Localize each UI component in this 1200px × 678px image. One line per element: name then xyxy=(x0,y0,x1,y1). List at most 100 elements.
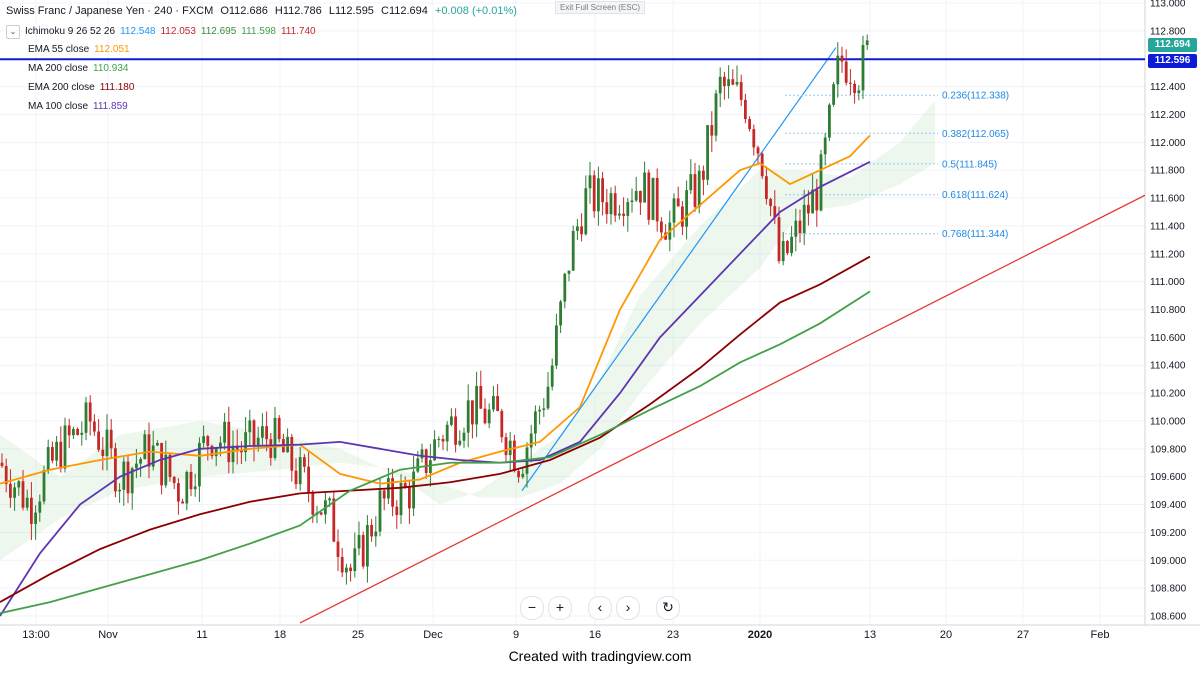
channel-trendline xyxy=(521,47,837,491)
candle-body xyxy=(38,501,42,513)
candle-body xyxy=(479,385,483,409)
candle-body xyxy=(807,204,810,214)
indicator-label: EMA 200 close xyxy=(28,82,95,93)
candle-body xyxy=(450,416,453,425)
candle-body xyxy=(445,424,449,442)
credit-text: Created with tradingview.com xyxy=(508,648,692,664)
indicator-label: MA 200 close xyxy=(28,63,89,74)
high-value: H112.786 xyxy=(274,5,322,17)
candle-body xyxy=(412,471,415,509)
candle-body xyxy=(202,436,205,443)
candle-body xyxy=(462,432,466,441)
scroll-right-icon[interactable]: › xyxy=(616,596,640,620)
ichimoku-cloud xyxy=(0,100,935,561)
close-value: C112.694 xyxy=(381,5,428,17)
zoom-out-icon[interactable]: − xyxy=(520,596,544,620)
candle-body xyxy=(366,524,369,567)
candle-body xyxy=(513,440,516,472)
candle-body xyxy=(832,84,835,105)
candle-body xyxy=(269,439,273,458)
y-tick-label: 109.200 xyxy=(1150,528,1187,539)
y-tick-label: 111.400 xyxy=(1150,221,1185,232)
candle-body xyxy=(168,454,172,477)
candle-body xyxy=(697,170,701,207)
zoom-in-icon[interactable]: + xyxy=(548,596,572,620)
candle-body xyxy=(9,483,12,498)
candle-body xyxy=(508,440,512,456)
candle-body xyxy=(811,189,814,214)
candle-body xyxy=(626,202,630,216)
candle-body xyxy=(660,221,663,233)
candle-body xyxy=(391,478,394,507)
candle-body xyxy=(340,556,344,573)
candle-body xyxy=(76,428,79,435)
candle-body xyxy=(261,426,264,438)
candle-body xyxy=(609,193,613,215)
candle-body xyxy=(538,409,541,412)
candle-body xyxy=(164,454,168,486)
indicator-value: 112.051 xyxy=(94,44,130,55)
candle-body xyxy=(177,483,180,502)
candle-body xyxy=(676,198,680,207)
candle-body xyxy=(550,365,554,387)
scroll-left-icon[interactable]: ‹ xyxy=(588,596,612,620)
indicator-legend-row[interactable]: EMA 200 close 111.180 xyxy=(28,82,134,93)
candle-body xyxy=(101,449,105,456)
exit-fullscreen-button[interactable]: Exit Full Screen (ESC) xyxy=(555,1,646,14)
indicator-value: 110.934 xyxy=(93,63,129,74)
candle-body xyxy=(546,386,550,409)
fib-level-label: 0.236(112.338) xyxy=(942,91,1009,102)
candle-body xyxy=(294,470,298,485)
candle-body xyxy=(244,432,247,453)
candle-body xyxy=(231,445,235,463)
indicator-legend-row[interactable]: EMA 55 close 112.051 xyxy=(28,44,130,55)
candle-body xyxy=(794,220,798,237)
candle-body xyxy=(42,470,46,502)
candle-body xyxy=(542,408,546,410)
candle-body xyxy=(706,125,709,180)
indicator-label: MA 100 close xyxy=(28,101,89,112)
candle-body xyxy=(139,459,142,464)
candle-body xyxy=(731,79,735,85)
candle-body xyxy=(67,425,71,436)
y-tick-label: 110.800 xyxy=(1150,305,1186,316)
reset-icon[interactable]: ↻ xyxy=(656,596,680,620)
x-tick-label: 13:00 xyxy=(22,629,50,641)
y-tick-label: 112.400 xyxy=(1150,82,1186,93)
candle-body xyxy=(353,548,357,572)
candle-body xyxy=(265,426,268,440)
indicator-value: 111.859 xyxy=(93,101,128,112)
x-tick-label: 2020 xyxy=(748,629,772,641)
candle-body xyxy=(639,190,642,203)
candle-body xyxy=(298,457,302,485)
candle-body xyxy=(786,241,789,254)
candle-body xyxy=(441,438,445,442)
x-tick-label: Dec xyxy=(423,629,443,641)
symbol-title: Swiss Franc / Japanese Yen · 240 · FXCM xyxy=(6,5,214,17)
candle-body xyxy=(622,213,625,216)
indicator-legend-row[interactable]: MA 200 close 110.934 xyxy=(28,63,128,74)
candle-body xyxy=(345,567,348,573)
x-tick-label: 13 xyxy=(864,629,876,641)
candle-body xyxy=(475,385,478,425)
indicator-value: 111.598 xyxy=(241,26,276,37)
candle-body xyxy=(735,82,739,85)
candle-body xyxy=(601,178,604,203)
candle-body xyxy=(223,421,226,443)
fib-level-label: 0.618(111.624) xyxy=(942,190,1008,201)
indicator-legend-row[interactable]: MA 100 close 111.859 xyxy=(28,101,128,112)
candle-body xyxy=(769,199,772,207)
candle-body xyxy=(72,428,75,436)
y-tick-label: 108.600 xyxy=(1150,612,1187,623)
candle-body xyxy=(429,460,432,474)
candle-body xyxy=(25,497,29,508)
candle-body xyxy=(647,172,651,220)
candle-body xyxy=(714,93,718,136)
chevron-down-icon[interactable]: ⌄ xyxy=(6,25,20,39)
fib-level-label: 0.382(112.065) xyxy=(942,129,1009,140)
candle-body xyxy=(46,447,50,471)
candle-body xyxy=(227,421,231,463)
candle-body xyxy=(836,55,840,85)
indicator-legend-row[interactable]: ⌄ Ichimoku 9 26 52 26 112.548 112.053 112.69… xyxy=(6,25,316,39)
